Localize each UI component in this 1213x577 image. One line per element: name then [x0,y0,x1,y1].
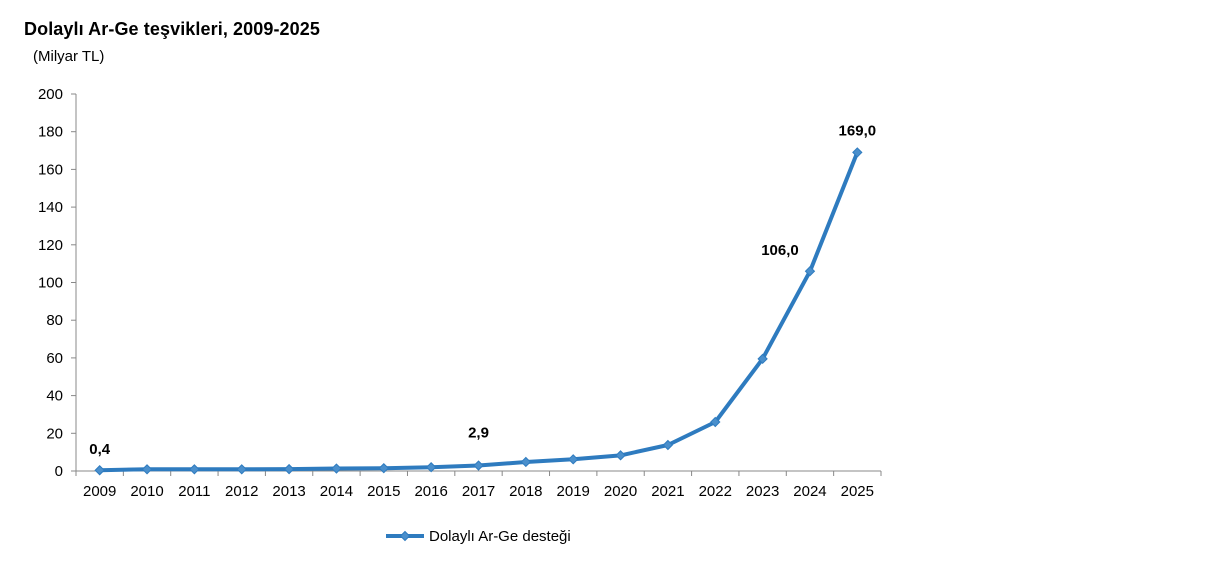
y-tick-label: 60 [46,350,63,367]
data-point-marker [710,416,721,428]
y-tick-label: 80 [46,312,63,329]
data-point-marker [141,464,153,475]
data-label: 2,9 [468,425,489,442]
data-point-marker [283,463,295,475]
x-tick-label: 2012 [225,483,258,500]
x-tick-label: 2020 [604,483,637,500]
data-point-marker [567,454,579,465]
x-tick-label: 2014 [320,483,353,500]
x-tick-label: 2009 [83,483,116,500]
x-tick-label: 2022 [699,483,732,500]
y-tick-label: 200 [38,86,63,103]
x-tick-label: 2010 [130,483,163,500]
data-point-marker [331,463,342,474]
y-tick-label: 140 [38,199,63,216]
x-tick-label: 2019 [557,483,590,500]
data-point-marker [804,265,816,277]
data-point-marker [852,147,863,158]
data-point-marker [425,462,437,473]
x-tick-label: 2013 [272,483,305,500]
data-point-marker [189,464,200,475]
data-point-marker [94,465,105,476]
data-point-marker [236,464,247,475]
data-point-marker [662,439,674,451]
data-label: 169,0 [839,122,877,139]
chart-title: Dolaylı Ar-Ge teşvikleri, 2009-2025 [24,19,320,39]
data-point-marker [473,460,484,471]
x-tick-label: 2015 [367,483,400,500]
y-tick-label: 160 [38,161,63,178]
y-tick-label: 0 [55,463,63,480]
series-line [97,150,860,473]
x-tick-label: 2016 [414,483,447,500]
x-tick-label: 2021 [651,483,684,500]
data-point-marker [757,353,768,365]
data-point-marker [615,450,626,461]
data-label: 106,0 [761,242,799,259]
data-point-marker [378,462,390,474]
y-tick-label: 120 [38,237,63,254]
y-tick-label: 40 [46,388,63,405]
x-tick-label: 2023 [746,483,779,500]
x-tick-label: 2024 [793,483,826,500]
y-tick-label: 180 [38,124,63,141]
x-tick-label: 2018 [509,483,542,500]
legend-marker-icon [399,530,411,542]
x-tick-label: 2011 [178,483,210,500]
x-tick-label: 2017 [462,483,495,500]
y-unit-label: (Milyar TL) [33,48,105,65]
y-tick-label: 100 [38,275,63,292]
data-point-marker [520,456,532,468]
x-tick-label: 2025 [841,483,874,500]
legend-label: Dolaylı Ar-Ge desteği [429,528,571,545]
y-tick-label: 20 [46,425,63,442]
data-label: 0,4 [89,441,111,458]
